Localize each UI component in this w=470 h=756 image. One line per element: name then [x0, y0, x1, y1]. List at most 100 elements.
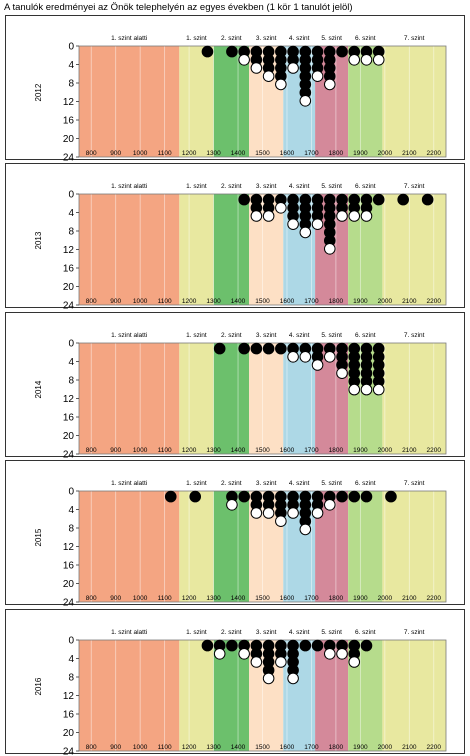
- level-label: 6. szint: [355, 35, 376, 42]
- level-label: 3. szint: [256, 480, 277, 487]
- student-circle: [323, 243, 336, 255]
- student-circle: [348, 656, 361, 668]
- level-label: 3. szint: [256, 332, 277, 339]
- x-tick-label: 1900: [353, 595, 368, 602]
- student-circle: [287, 351, 299, 363]
- student-circle: [323, 648, 336, 660]
- x-tick-label: 900: [110, 447, 121, 454]
- level-band: [79, 194, 180, 305]
- x-tick-label: 1600: [280, 744, 295, 751]
- x-tick-label: 1000: [133, 595, 148, 602]
- x-tick-label: 2200: [427, 595, 442, 602]
- student-circle: [250, 342, 263, 355]
- student-circle: [336, 45, 348, 58]
- x-tick-label: 2000: [378, 150, 393, 157]
- x-tick-label: 1700: [304, 595, 319, 602]
- x-tick-label: 1000: [133, 150, 148, 157]
- level-band: [348, 491, 383, 602]
- x-tick-label: 1500: [255, 744, 270, 751]
- level-band: [79, 46, 180, 157]
- student-circle: [360, 383, 373, 396]
- chart-panel-2016: 1. szint alatti 1. szint 2. szint 3. szint 4…: [5, 609, 465, 756]
- student-circle: [250, 210, 263, 222]
- x-tick-label: 1100: [158, 744, 172, 751]
- y-tick-label: 8: [68, 673, 74, 684]
- level-band: [179, 491, 214, 602]
- x-tick-label: 900: [110, 595, 121, 602]
- x-tick-label: 1400: [231, 150, 246, 157]
- student-circle: [189, 490, 202, 503]
- level-band: [382, 640, 446, 751]
- x-tick-label: 900: [110, 150, 121, 157]
- level-band: [213, 343, 250, 454]
- y-tick-label: 20: [63, 431, 75, 442]
- y-tick-label: 16: [63, 710, 75, 721]
- student-circle: [311, 218, 324, 230]
- x-tick-label: 1800: [329, 150, 344, 157]
- student-circle: [360, 639, 373, 652]
- y-tick-label: 20: [63, 282, 75, 293]
- student-circle: [385, 490, 397, 503]
- y-tick-label: 4: [68, 505, 74, 516]
- y-tick-label: 24: [63, 747, 75, 756]
- level-label: 2. szint: [221, 183, 242, 190]
- student-circle: [262, 70, 275, 82]
- y-tick-label: 0: [68, 636, 74, 647]
- student-circle: [360, 490, 373, 503]
- level-label: 7. szint: [404, 480, 425, 487]
- x-tick-label: 1600: [280, 595, 295, 602]
- level-label: 2. szint: [221, 629, 242, 636]
- x-tick-label: 1200: [182, 298, 197, 305]
- student-circle: [311, 639, 324, 652]
- level-label: 4. szint: [289, 332, 310, 339]
- x-tick-label: 1800: [329, 447, 344, 454]
- y-tick-label: 8: [68, 524, 74, 535]
- x-tick-label: 1400: [231, 595, 246, 602]
- x-tick-label: 2100: [402, 298, 417, 305]
- level-label: 6. szint: [355, 183, 376, 190]
- student-circle: [275, 202, 287, 214]
- x-tick-label: 2100: [402, 595, 417, 602]
- student-circle: [201, 45, 214, 58]
- student-circle: [348, 54, 361, 66]
- x-tick-label: 1500: [255, 447, 270, 454]
- level-label: 5. szint: [321, 332, 342, 339]
- level-label: 5. szint: [321, 183, 342, 190]
- x-tick-label: 1200: [182, 447, 197, 454]
- x-tick-label: 2000: [378, 447, 393, 454]
- x-tick-label: 1200: [182, 150, 197, 157]
- x-tick-label: 1000: [133, 447, 148, 454]
- student-circle: [226, 639, 238, 652]
- student-circle: [311, 507, 324, 519]
- student-circle: [348, 210, 361, 222]
- chart-panel-2012: 1. szint alatti 1. szint 2. szint 3. szint 4…: [5, 15, 465, 164]
- y-tick-label: 12: [63, 394, 75, 405]
- x-tick-label: 1800: [329, 298, 344, 305]
- y-tick-label: 8: [68, 376, 74, 387]
- student-circle: [238, 490, 250, 503]
- x-tick-label: 1000: [133, 298, 148, 305]
- x-tick-label: 1400: [231, 298, 246, 305]
- y-tick-label: 20: [63, 728, 75, 739]
- level-label: 7. szint: [404, 629, 425, 636]
- year-label: 2016: [34, 677, 43, 695]
- y-tick-label: 24: [63, 301, 75, 312]
- student-circle: [336, 367, 348, 380]
- x-tick-label: 2100: [402, 447, 417, 454]
- level-label: 7. szint: [404, 183, 425, 190]
- year-label: 2012: [34, 83, 43, 101]
- student-circle: [336, 648, 348, 660]
- student-circle: [299, 226, 312, 239]
- student-circle: [299, 639, 312, 652]
- student-circle: [372, 54, 385, 66]
- student-circle: [226, 499, 238, 511]
- level-label: 1. szint: [186, 332, 207, 339]
- student-circle: [201, 639, 214, 652]
- y-tick-label: 20: [63, 579, 75, 590]
- student-circle: [275, 515, 287, 528]
- y-tick-label: 0: [68, 42, 74, 53]
- x-tick-label: 1700: [304, 298, 319, 305]
- student-circle: [372, 193, 385, 206]
- level-label: 7. szint: [404, 35, 425, 42]
